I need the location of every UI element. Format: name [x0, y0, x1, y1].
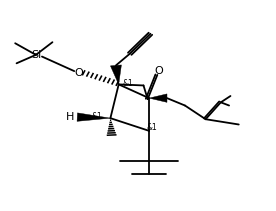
Text: &1: &1: [147, 123, 157, 132]
Polygon shape: [149, 94, 167, 102]
Polygon shape: [110, 65, 121, 84]
Text: &1: &1: [123, 79, 134, 88]
Text: Si: Si: [31, 50, 41, 60]
Text: O: O: [74, 68, 83, 78]
Text: &1: &1: [91, 112, 102, 120]
Text: H: H: [66, 112, 75, 122]
Polygon shape: [77, 113, 110, 121]
Text: O: O: [154, 66, 163, 76]
